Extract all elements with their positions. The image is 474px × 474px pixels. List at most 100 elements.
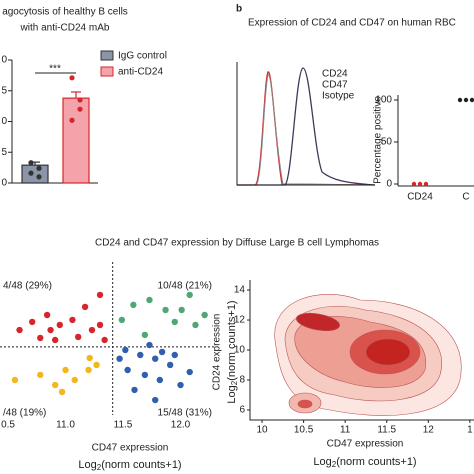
data-point	[37, 371, 44, 379]
legend-swatch	[100, 50, 114, 61]
x-tick-label: 1	[467, 425, 473, 436]
label-part: (norm counts+1)	[101, 459, 181, 471]
data-point	[457, 97, 463, 103]
legend-label: CD24	[322, 69, 348, 80]
panel-title: agocytosis of healthy B cells	[2, 7, 128, 18]
data-point	[69, 316, 76, 324]
x-tick-label: 11	[340, 425, 351, 436]
legend-label: anti-CD24	[118, 67, 163, 78]
x-tick-label: 10.5	[294, 425, 314, 436]
data-point	[62, 366, 69, 374]
x-tick-label: CD24	[407, 192, 433, 203]
bar	[62, 97, 90, 184]
x-tick-label: 11.5	[114, 420, 133, 431]
data-point	[47, 326, 54, 334]
data-point	[166, 361, 174, 369]
panel-title: Expression of CD24 and CD47 on human RBC	[248, 18, 456, 29]
data-point	[177, 381, 184, 389]
data-point	[417, 181, 423, 187]
quadrant-label: 4/48 (29%)	[3, 281, 52, 292]
data-point	[152, 355, 159, 362]
x-tick-label: 0.5	[1, 420, 15, 431]
data-point	[96, 321, 104, 329]
data-point	[116, 355, 123, 362]
data-point	[77, 97, 83, 103]
data-point	[51, 336, 59, 344]
y-tick-label: 5	[1, 85, 7, 96]
data-point	[37, 334, 44, 342]
label-part: (norm counts+1)	[226, 300, 238, 380]
x-tick-label: 11.5	[377, 425, 396, 436]
data-point	[101, 336, 108, 344]
data-point	[130, 301, 137, 309]
data-point	[463, 97, 469, 103]
isotype-curve	[237, 74, 376, 186]
data-point	[141, 371, 149, 379]
x-tick-label: 12.0	[171, 420, 191, 431]
data-point	[178, 306, 185, 314]
quadrant-label: 15/48 (31%)	[158, 408, 212, 419]
axes	[236, 62, 375, 186]
x-tick-label: C	[462, 192, 469, 203]
data-point	[71, 376, 78, 384]
data-point	[77, 106, 83, 112]
data-point	[69, 117, 75, 123]
legend-swatch	[100, 66, 114, 77]
label-part: Log	[313, 456, 331, 468]
histogram-curves	[237, 67, 376, 186]
label-part: 2	[97, 463, 102, 472]
data-point	[28, 318, 36, 326]
x-tick-label: 11.0	[56, 420, 75, 431]
axes	[249, 280, 474, 421]
legend-label: CD47	[322, 80, 348, 91]
data-point	[131, 386, 138, 394]
y-tick-label: 100	[375, 95, 392, 106]
label-part: 2	[332, 460, 337, 469]
data-point	[43, 311, 51, 319]
y-axis-label: Percentage positive	[373, 96, 384, 184]
data-point	[411, 181, 417, 187]
data-point	[192, 321, 199, 329]
y-tick-label: 14	[234, 285, 246, 296]
y-tick-label: 0	[1, 178, 7, 189]
data-point	[96, 291, 104, 299]
y-tick-label: 8	[239, 375, 245, 386]
data-point	[58, 388, 66, 396]
data-point	[171, 318, 178, 326]
x-tick-label: 10	[256, 425, 268, 436]
y-tick-label: 10	[234, 345, 246, 356]
data-point	[56, 321, 63, 329]
label-part: (norm counts+1)	[336, 456, 416, 468]
data-point	[137, 351, 144, 359]
data-point	[156, 376, 164, 384]
data-point	[81, 303, 89, 311]
x-axis-label: CD47 expression	[92, 443, 169, 454]
data-point	[74, 333, 82, 341]
x-axis-label: CD47 expression	[327, 439, 404, 450]
cd24-curve	[237, 71, 376, 186]
data-point	[146, 296, 153, 304]
data-point	[11, 376, 19, 384]
data-point	[186, 291, 193, 299]
data-point	[86, 354, 93, 362]
data-point	[162, 306, 169, 314]
label-part: 2	[230, 380, 239, 385]
figure-title: CD24 and CD47 expression by Diffuse Larg…	[95, 238, 379, 249]
y-tick-label: 50	[381, 137, 393, 148]
data-point	[88, 326, 96, 334]
contour	[365, 338, 411, 366]
data-point	[469, 97, 474, 103]
quadrant-label: /48 (19%)	[3, 408, 46, 419]
label-part: Log	[226, 385, 238, 403]
axis-label: Log2(norm counts+1)	[78, 459, 181, 472]
legend-label: IgG control	[118, 51, 167, 62]
data-point	[36, 174, 42, 180]
data-point	[28, 170, 34, 176]
y-tick-label: 0	[386, 179, 392, 190]
data-point	[122, 346, 129, 354]
cd47-curve	[237, 67, 376, 186]
data-point	[201, 311, 208, 319]
data-point	[186, 368, 193, 376]
legend-label: Isotype	[322, 91, 355, 102]
